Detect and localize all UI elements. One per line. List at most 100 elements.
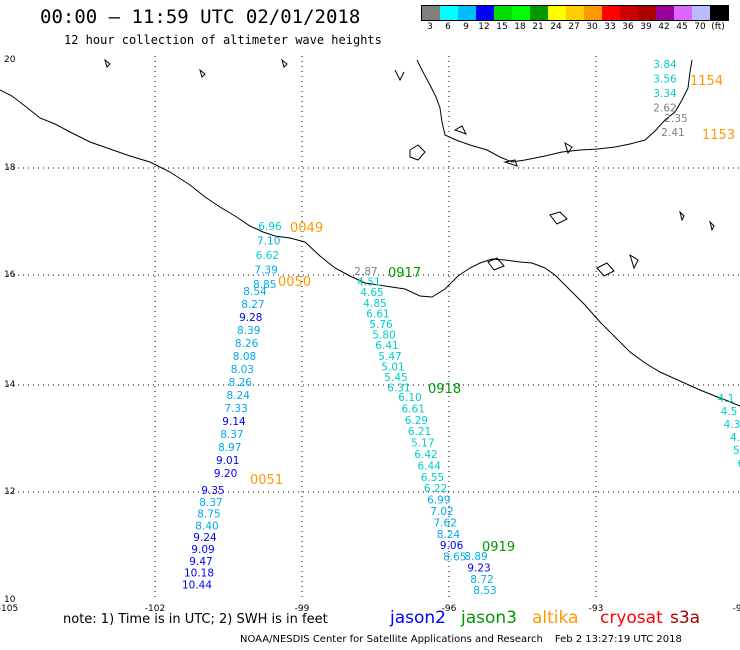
satellite-legend-altika: altika	[532, 608, 579, 628]
wave-height-value: 8.27	[241, 299, 264, 311]
colorbar-swatch	[422, 6, 440, 20]
wave-height-value: 8.08	[233, 351, 256, 363]
wave-height-value: 5.76	[369, 319, 393, 331]
wave-height-value: 4.1	[718, 393, 735, 405]
wave-height-value: 6.96	[258, 221, 282, 233]
colorbar-label: 3	[427, 22, 433, 32]
wave-height-value: 3.34	[653, 88, 677, 100]
wave-height-value: 8.75	[197, 509, 220, 521]
colorbar-label: 39	[640, 22, 652, 32]
longitude-tick-label: -99	[295, 604, 310, 614]
pass-time-label: 0050	[278, 275, 311, 290]
pass-time-label: 0051	[250, 473, 283, 488]
wave-height-value: 9.23	[467, 562, 490, 574]
satellite-pass: 8.548.279.288.398.268.088.038.268.247.33…	[214, 275, 311, 480]
colorbar-swatch	[638, 6, 656, 20]
wave-height-value: 2.87	[354, 266, 377, 278]
wave-height-value: 6.21	[408, 426, 431, 438]
wave-height-value: 8.39	[237, 325, 260, 337]
colorbar-label: 24	[550, 22, 562, 32]
colorbar-swatch	[674, 6, 692, 20]
wave-height-value: 6.22	[424, 483, 447, 495]
satellite-pass: 2.874.514.654.856.615.765.806.415.475.01…	[354, 266, 421, 395]
colorbar-swatch	[476, 6, 494, 20]
wave-height-value: 9.20	[214, 468, 237, 480]
wave-height-value: 8.26	[235, 338, 259, 350]
wave-height-value: 4.85	[363, 298, 386, 310]
wave-height-value: 8.72	[470, 574, 493, 586]
wave-height-value: 6.61	[402, 403, 425, 415]
wave-height-value: 8.53	[473, 585, 496, 597]
pass-time-label: 0049	[290, 221, 323, 236]
wave-height-value: 5.45	[384, 372, 407, 384]
colorbar-swatch	[602, 6, 620, 20]
colorbar-swatch	[458, 6, 476, 20]
credit-text: NOAA/NESDIS Center for Satellite Applica…	[240, 634, 543, 645]
map-grid: -105 -102 -99 -96 -93 -90 20 18 16 14 12 10	[0, 55, 740, 614]
latitude-tick-label: 10	[4, 595, 16, 605]
latitude-tick-label: 16	[4, 270, 16, 280]
wave-height-value: 8.97	[218, 442, 241, 454]
wave-height-value: 9.01	[216, 455, 239, 467]
wave-height-value: 4.5	[721, 406, 738, 418]
wave-height-value: 8.03	[231, 364, 254, 376]
satellite-pass: 6.96 7.10 6.62 7.39 8.85 0049	[253, 221, 323, 291]
colorbar-label: 6	[445, 22, 451, 32]
pass-time-label: 1154	[690, 74, 723, 89]
gulf-of-mexico-coastline	[416, 59, 693, 163]
wave-height-value: 5.47	[378, 351, 401, 363]
footnote: note: 1) Time is in UTC; 2) SWH is in fe…	[63, 612, 328, 627]
wave-height-value: 6.10	[398, 392, 421, 404]
longitude-tick-label: -96	[442, 604, 457, 614]
satellite-legend-cryosat: cryosat	[600, 608, 663, 628]
wave-height-value: 4.51	[357, 277, 380, 289]
wave-height-value: 6.29	[405, 415, 428, 427]
colorbar-label: 21	[532, 22, 544, 32]
colorbar-swatch	[710, 6, 728, 20]
colorbar-label: 42	[658, 22, 670, 32]
credit-line: NOAA/NESDIS Center for Satellite Applica…	[240, 634, 682, 645]
wave-height-value: 10.18	[184, 568, 214, 580]
colorbar-label: 27	[568, 22, 580, 32]
colorbar-label: 70	[694, 22, 706, 32]
wave-height-value: 9.47	[189, 556, 212, 568]
coastline	[0, 58, 740, 407]
colorbar-swatch	[530, 6, 548, 20]
wave-height-value: 6.62	[256, 250, 279, 262]
latitude-tick-label: 18	[4, 163, 16, 173]
colorbar-label: 36	[622, 22, 634, 32]
wave-height-value: 3.56	[653, 74, 677, 86]
wave-height-value: 9.14	[222, 416, 246, 428]
colorbar-swatch	[620, 6, 638, 20]
wave-height-value: 8.37	[220, 429, 243, 441]
wave-height-value: 2.35	[664, 113, 687, 125]
pass-time-label: 0919	[482, 540, 515, 555]
wave-height-value: 9.35	[201, 485, 224, 497]
latitude-tick-label: 20	[4, 55, 16, 65]
wave-height-value: 10.44	[182, 579, 212, 591]
wave-height-value: 4.3	[724, 419, 740, 431]
colorbar-swatch	[656, 6, 674, 20]
latitude-tick-label: 12	[4, 487, 15, 497]
colorbar-swatch	[512, 6, 530, 20]
satellite-legend-jason3: jason3	[461, 608, 517, 628]
colorbar-label: (ft)	[711, 22, 725, 32]
colorbar-label: 9	[463, 22, 469, 32]
satellite-pass: 4.14.54.34.5.6	[718, 393, 740, 470]
colorbar-swatch	[548, 6, 566, 20]
latitude-tick-label: 14	[4, 380, 16, 390]
longitude-tick-label: -102	[145, 604, 165, 614]
wave-height-value: 7.62	[434, 517, 457, 529]
wave-height-value: 8.54	[243, 286, 267, 298]
wave-height-value: 3.84	[653, 59, 677, 71]
pass-time-label: 0918	[428, 382, 461, 397]
satellite-pass: 8.899.238.728.53 0919	[464, 540, 515, 597]
wave-height-value: 9.24	[193, 532, 217, 544]
wave-height-value: 6	[738, 458, 740, 470]
satellite-pass: 6.106.616.296.215.176.426.446.556.226.99…	[398, 382, 466, 564]
map-subtitle: 12 hour collection of altimeter wave hei…	[64, 33, 382, 47]
satellite-legend-s3a: s3a	[670, 608, 701, 628]
colorbar-swatch	[494, 6, 512, 20]
wave-height-value: 6.44	[418, 460, 442, 472]
wave-height-value: 9.09	[191, 544, 214, 556]
